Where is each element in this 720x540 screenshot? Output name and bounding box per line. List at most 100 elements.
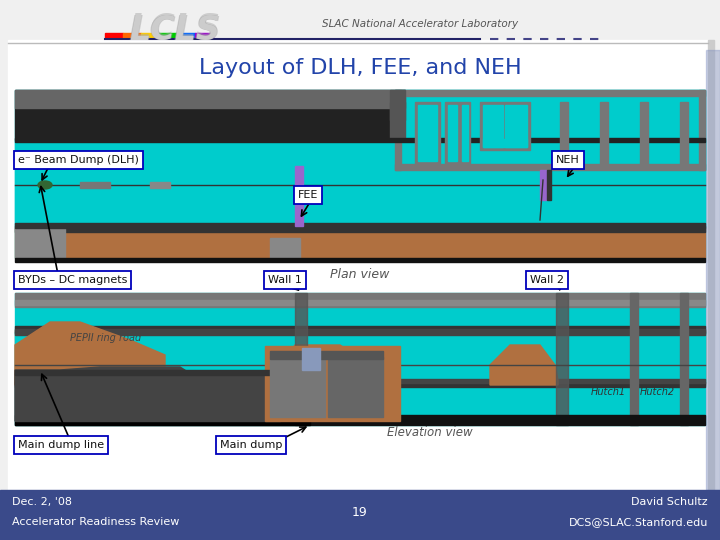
Bar <box>15 329 705 335</box>
Bar <box>699 90 705 170</box>
Bar <box>295 166 303 226</box>
Bar <box>265 346 400 421</box>
Bar <box>270 357 325 417</box>
Bar <box>395 90 401 170</box>
Bar <box>0 490 720 540</box>
Bar <box>680 293 688 425</box>
Bar <box>556 293 568 425</box>
Text: Wall 2: Wall 2 <box>530 275 564 285</box>
Bar <box>630 293 638 425</box>
Ellipse shape <box>38 181 52 189</box>
Bar <box>15 138 705 142</box>
Text: e⁻ Beam Dump (DLH): e⁻ Beam Dump (DLH) <box>18 155 139 165</box>
Bar <box>15 228 705 258</box>
Bar <box>560 102 568 164</box>
Bar <box>15 382 705 387</box>
Text: Main dump: Main dump <box>220 440 282 450</box>
Bar <box>328 357 383 417</box>
Text: SLAC National Accelerator Laboratory: SLAC National Accelerator Laboratory <box>322 19 518 29</box>
Text: Accelerator Readiness Review: Accelerator Readiness Review <box>12 517 179 527</box>
Polygon shape <box>280 345 380 385</box>
Text: Wall 1: Wall 1 <box>268 275 302 285</box>
Bar <box>15 332 705 382</box>
Bar <box>15 140 705 226</box>
Bar <box>640 102 648 164</box>
Bar <box>483 139 527 147</box>
Text: Hutch1: Hutch1 <box>591 387 626 397</box>
Bar <box>15 370 280 375</box>
Bar <box>150 182 170 188</box>
Bar <box>540 170 546 200</box>
Bar <box>448 105 457 161</box>
Text: DCS@SLAC.Stanford.edu: DCS@SLAC.Stanford.edu <box>569 517 708 527</box>
Bar <box>680 102 688 164</box>
Bar <box>15 293 705 307</box>
Bar <box>708 40 714 490</box>
Bar <box>15 90 405 140</box>
Bar <box>302 348 320 370</box>
Bar <box>480 102 530 150</box>
Text: David Schultz: David Schultz <box>631 497 708 507</box>
Text: LCLS: LCLS <box>130 14 220 46</box>
Bar <box>105 33 123 38</box>
Bar <box>483 105 503 147</box>
Bar <box>418 105 437 161</box>
Text: LCLS: LCLS <box>128 14 220 46</box>
Bar <box>15 223 705 228</box>
Bar <box>547 170 551 200</box>
Text: PEPII ring road: PEPII ring road <box>70 333 141 343</box>
Bar <box>270 351 383 359</box>
Bar <box>15 228 65 258</box>
Text: FEE: FEE <box>298 190 318 200</box>
Bar <box>15 300 705 305</box>
Bar <box>445 102 460 164</box>
Bar <box>159 33 177 38</box>
Bar <box>460 102 470 164</box>
Polygon shape <box>490 345 558 385</box>
Bar <box>123 33 141 38</box>
Bar <box>8 40 708 490</box>
Text: LCLS: LCLS <box>130 12 220 45</box>
Bar <box>15 90 405 108</box>
Text: LCLS: LCLS <box>130 15 220 48</box>
Polygon shape <box>15 322 165 385</box>
Bar <box>195 33 213 38</box>
Bar <box>141 33 159 38</box>
Text: Layout of DLH, FEE, and NEH: Layout of DLH, FEE, and NEH <box>199 58 521 78</box>
Text: Hutch2: Hutch2 <box>640 387 675 397</box>
Bar <box>15 258 705 293</box>
Bar <box>390 102 405 120</box>
Bar <box>462 105 468 161</box>
Bar <box>15 421 310 425</box>
Text: Main dump line: Main dump line <box>18 440 104 450</box>
Bar <box>15 226 705 232</box>
Bar <box>80 182 110 188</box>
Polygon shape <box>15 367 265 421</box>
Bar <box>505 105 527 147</box>
Bar <box>15 293 705 425</box>
Bar <box>15 379 705 383</box>
Bar <box>15 373 280 421</box>
Bar <box>177 33 195 38</box>
Text: BYDs – DC magnets: BYDs – DC magnets <box>18 275 127 285</box>
Text: NEH: NEH <box>556 155 580 165</box>
Text: 19: 19 <box>352 505 368 518</box>
Bar <box>395 164 705 170</box>
Text: LCLS: LCLS <box>130 14 222 46</box>
Bar <box>706 50 720 490</box>
Bar <box>395 90 705 96</box>
Bar <box>395 90 705 170</box>
Bar <box>295 293 307 425</box>
Bar <box>600 102 608 164</box>
Bar <box>15 415 705 425</box>
Bar <box>415 102 440 164</box>
Bar <box>270 238 300 258</box>
Bar <box>15 90 705 258</box>
Bar <box>15 326 705 333</box>
Text: Dec. 2, '08: Dec. 2, '08 <box>12 497 72 507</box>
Bar <box>390 90 405 140</box>
Text: Plan view: Plan view <box>330 268 390 281</box>
Text: Elevation view: Elevation view <box>387 426 473 438</box>
Bar <box>15 330 705 385</box>
Bar <box>15 258 705 262</box>
